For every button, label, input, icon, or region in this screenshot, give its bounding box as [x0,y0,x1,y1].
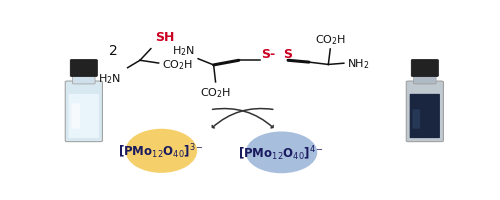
FancyBboxPatch shape [72,104,80,129]
Ellipse shape [246,132,318,173]
FancyBboxPatch shape [414,74,436,85]
Text: NH$_2$: NH$_2$ [347,57,370,70]
Text: [PMo$_{12}$O$_{40}$]$^{4-}$: [PMo$_{12}$O$_{40}$]$^{4-}$ [238,143,324,162]
Text: CO$_2$H: CO$_2$H [200,86,231,99]
Ellipse shape [126,129,197,173]
FancyBboxPatch shape [68,94,99,138]
Text: [PMo$_{12}$O$_{40}$]$^{3-}$: [PMo$_{12}$O$_{40}$]$^{3-}$ [118,142,204,160]
Text: -: - [269,48,274,61]
FancyBboxPatch shape [72,74,95,85]
FancyBboxPatch shape [412,110,420,129]
FancyBboxPatch shape [411,60,438,77]
Text: S: S [261,48,270,61]
FancyBboxPatch shape [65,82,102,142]
FancyBboxPatch shape [406,82,444,142]
Text: SH: SH [154,31,174,44]
FancyBboxPatch shape [70,60,98,77]
Text: H$_2$N: H$_2$N [172,44,195,58]
FancyBboxPatch shape [410,94,440,138]
Text: CO$_2$H: CO$_2$H [162,58,194,72]
Text: S: S [284,48,292,61]
Text: 2: 2 [108,44,117,58]
Text: H$_2$N: H$_2$N [98,71,120,85]
Text: CO$_2$H: CO$_2$H [314,33,346,47]
